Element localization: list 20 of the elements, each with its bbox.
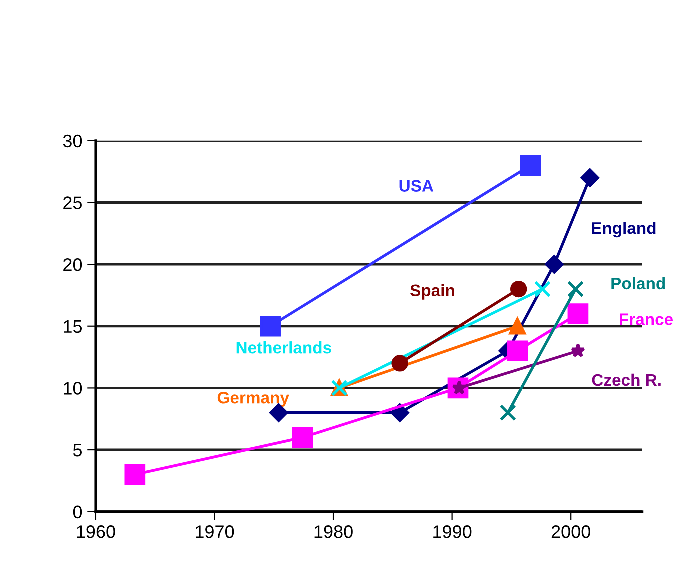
- x-tick-label: 1970: [196, 526, 234, 538]
- series-label: England: [592, 222, 656, 238]
- series-label: Spain: [410, 284, 454, 300]
- series-label: France: [620, 314, 674, 326]
- y-tick-label: 5: [73, 444, 82, 457]
- x-tick-label: 1980: [314, 526, 353, 538]
- series-label: USA: [400, 180, 434, 192]
- series-label: Netherlands: [236, 342, 332, 354]
- x-tick-label: 1990: [434, 526, 472, 538]
- y-tick-label: 20: [64, 258, 82, 272]
- y-tick-label: 25: [64, 196, 82, 210]
- series-label: Czech R.: [592, 374, 661, 386]
- series-label: Poland: [612, 277, 666, 290]
- x-tick-label: 1960: [77, 526, 116, 538]
- y-tick-label: 30: [63, 134, 82, 148]
- y-tick-label: 0: [73, 506, 82, 519]
- y-tick-label: 10: [64, 382, 82, 395]
- x-tick-label: 2000: [552, 526, 590, 538]
- text: Germany: [218, 392, 290, 408]
- y-tick-label: 15: [64, 320, 82, 334]
